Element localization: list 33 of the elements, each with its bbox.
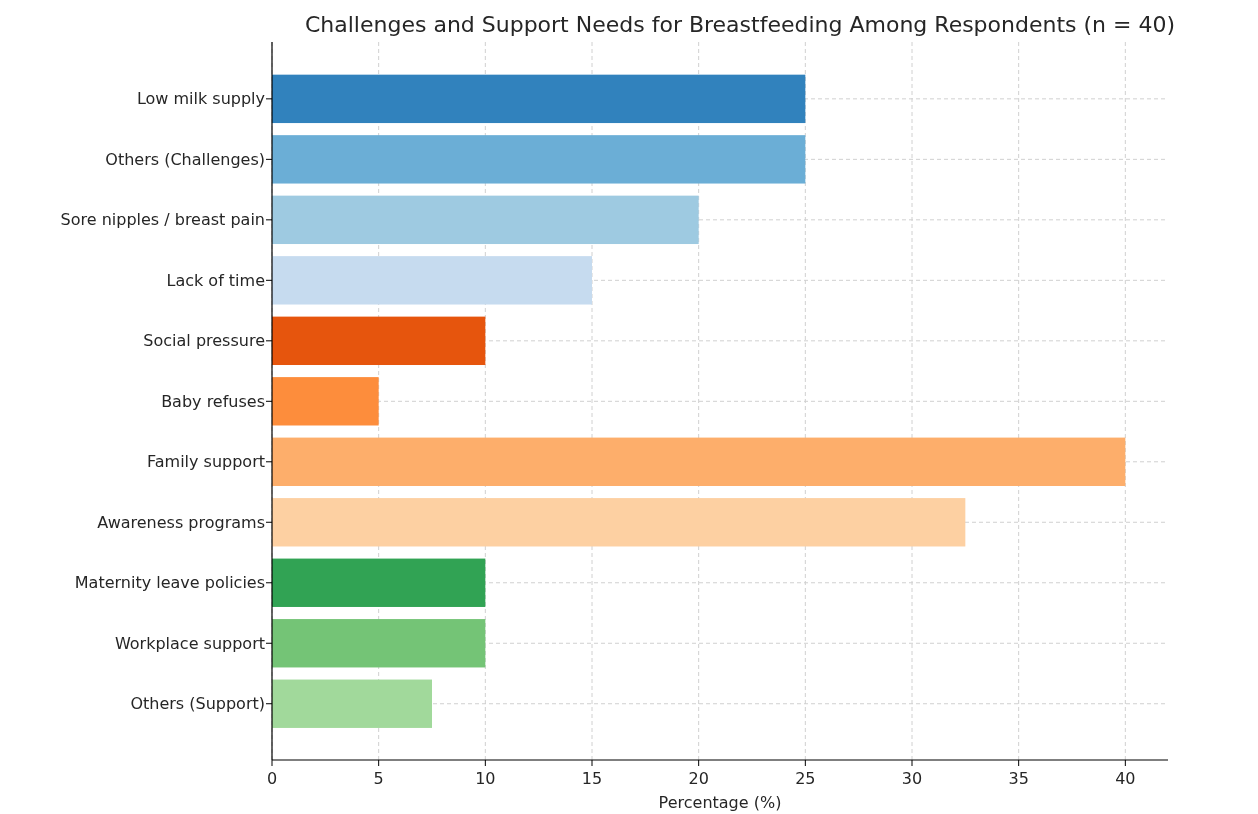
x-tick-label: 0 [266, 769, 278, 788]
y-tick-label: Lack of time [166, 270, 265, 290]
x-tick-label: 20 [688, 769, 709, 788]
bar [272, 558, 486, 607]
x-tick-label: 5 [373, 769, 384, 788]
x-tick-label: 25 [795, 769, 816, 788]
bar [272, 74, 806, 124]
bar [272, 619, 486, 668]
y-tick-label: Sore nipples / breast pain [60, 210, 265, 230]
chart-title: Challenges and Support Needs for Breastfeeding Among Respondents (n = 40) [304, 12, 1176, 37]
y-tick-label: Low milk supply [136, 89, 265, 109]
y-tick-label: Social pressure [143, 331, 265, 351]
x-axis-title: Percentage (%) [658, 793, 782, 812]
bar [272, 498, 966, 547]
x-tick-label: 15 [581, 769, 603, 788]
bar [272, 679, 432, 728]
bar [272, 316, 486, 366]
bar [272, 377, 379, 426]
y-tick-label: Others (Challenges) [105, 149, 265, 169]
y-tick-label: Others (Support) [130, 694, 265, 714]
bar [272, 256, 592, 305]
bar [272, 195, 699, 245]
y-tick-label: Maternity leave policies [74, 573, 265, 593]
bar [272, 135, 806, 184]
y-tick-label: Workplace support [114, 633, 265, 653]
y-tick-label: Baby refuses [161, 391, 265, 411]
y-tick-label: Family support [147, 452, 265, 472]
x-tick-label: 10 [475, 769, 496, 788]
x-tick-label: 35 [1008, 769, 1029, 788]
bar [272, 437, 1126, 486]
y-tick-label: Awareness programs [97, 512, 265, 532]
x-tick-label: 30 [901, 769, 923, 788]
x-tick-label: 40 [1115, 769, 1136, 788]
